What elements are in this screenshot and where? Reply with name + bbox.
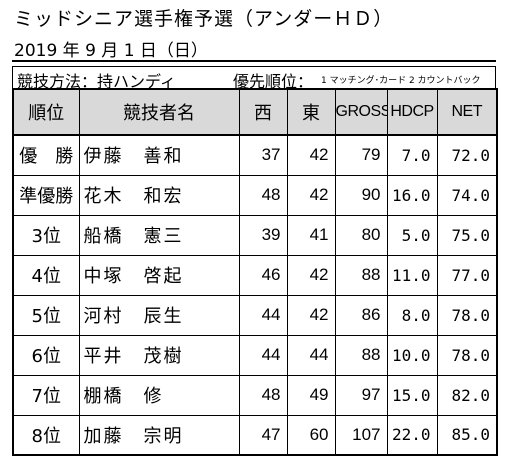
header-east: 東: [286, 88, 336, 136]
priority-label: 優先順位：: [233, 72, 314, 91]
date-row: 2019 年 9 月 1 日（日）: [12, 34, 496, 62]
cell-name: 花木 和宏: [78, 174, 240, 216]
cell-rank: 優 勝: [12, 134, 80, 176]
cell-west: 46: [238, 254, 288, 296]
cell-west: 48: [238, 174, 288, 216]
competition-method-bar: 競技方法：持ハンディ 優先順位： 1 マッチング･カード 2 カウントバック: [12, 66, 496, 91]
results-body: 優 勝伊藤 善和 37 42 79 7.0 72.0 準優勝 花木 和宏 48 42 90 16.0 7…: [12, 134, 498, 456]
cell-hdcp: 8.0: [386, 294, 438, 336]
header-name: 競技者名: [78, 88, 240, 136]
method-label: 競技方法：持ハンディ: [17, 72, 176, 91]
cell-hdcp: 16.0: [386, 174, 438, 216]
cell-gross: 88: [334, 334, 388, 376]
table-row: 3位 船橋 憲三 39 41 80 5.0 75.0: [12, 214, 498, 256]
table-row: 4位 中塚 啓起 46 42 88 11.0 77.0: [12, 254, 498, 296]
cell-net: 78.0: [436, 334, 498, 376]
cell-west: 44: [238, 294, 288, 336]
cell-net: 72.0: [436, 134, 498, 176]
cell-east: 42: [286, 294, 336, 336]
cell-net: 78.0: [436, 294, 498, 336]
cell-gross: 80: [334, 214, 388, 256]
cell-gross: 97: [334, 374, 388, 416]
cell-net: 77.0: [436, 254, 498, 296]
table-row: 5位 河村 辰生 44 42 86 8.0 78.0: [12, 294, 498, 336]
results-table: 順位 競技者名 西 東 GROSS HDCP NET 優 勝伊藤 善和 37 42 7…: [12, 88, 498, 456]
cell-east: 41: [286, 214, 336, 256]
cell-rank: 4位: [12, 254, 80, 296]
cell-net: 82.0: [436, 374, 498, 416]
cell-west: 44: [238, 334, 288, 376]
cell-east: 42: [286, 254, 336, 296]
table-row: 6位 平井 茂樹 44 44 88 10.0 78.0: [12, 334, 498, 376]
cell-hdcp: 15.0: [386, 374, 438, 416]
cell-name: 伊藤 善和: [78, 134, 240, 176]
cell-name: 棚橋 修: [78, 374, 240, 416]
cell-name: 平井 茂樹: [78, 334, 240, 376]
header-net: NET: [436, 88, 498, 136]
cell-name: 中塚 啓起: [78, 254, 240, 296]
cell-west: 37: [238, 134, 288, 176]
cell-name: 加藤 宗明: [78, 414, 240, 456]
header-west: 西: [238, 88, 288, 136]
cell-name: 船橋 憲三: [78, 214, 240, 256]
cell-gross: 88: [334, 254, 388, 296]
cell-hdcp: 10.0: [386, 334, 438, 376]
cell-west: 47: [238, 414, 288, 456]
cell-rank: 準優勝: [12, 174, 80, 216]
header-rank: 順位: [12, 88, 80, 136]
cell-west: 48: [238, 374, 288, 416]
table-row: 優 勝伊藤 善和 37 42 79 7.0 72.0: [12, 134, 498, 176]
cell-gross: 86: [334, 294, 388, 336]
cell-hdcp: 22.0: [386, 414, 438, 456]
cell-gross: 107: [334, 414, 388, 456]
cell-hdcp: 7.0: [386, 134, 438, 176]
cell-rank: 5位: [12, 294, 80, 336]
cell-east: 60: [286, 414, 336, 456]
header-hdcp: HDCP: [386, 88, 438, 136]
cell-east: 42: [286, 174, 336, 216]
cell-gross: 90: [334, 174, 388, 216]
cell-east: 42: [286, 134, 336, 176]
cell-rank: 6位: [12, 334, 80, 376]
cell-net: 75.0: [436, 214, 498, 256]
cell-gross: 79: [334, 134, 388, 176]
header-gross: GROSS: [334, 88, 388, 136]
cell-hdcp: 5.0: [386, 214, 438, 256]
table-row: 7位 棚橋 修 48 49 97 15.0 82.0: [12, 374, 498, 416]
cell-rank: 7位: [12, 374, 80, 416]
cell-net: 74.0: [436, 174, 498, 216]
cell-east: 44: [286, 334, 336, 376]
cell-east: 49: [286, 374, 336, 416]
table-row: 8位 加藤 宗明 47 60 107 22.0 85.0: [12, 414, 498, 456]
priority-value: 1 マッチング･カード 2 カウントバック: [321, 76, 481, 86]
cell-rank: 8位: [12, 414, 80, 456]
cell-hdcp: 11.0: [386, 254, 438, 296]
table-row: 準優勝 花木 和宏 48 42 90 16.0 74.0: [12, 174, 498, 216]
cell-name: 河村 辰生: [78, 294, 240, 336]
event-date: 2019 年 9 月 1 日（日）: [14, 41, 208, 61]
cell-rank: 3位: [12, 214, 80, 256]
cell-west: 39: [238, 214, 288, 256]
page-title: ミッドシニア選手権予選（アンダーＨＤ）: [14, 8, 394, 30]
cell-net: 85.0: [436, 414, 498, 456]
header-row: 順位 競技者名 西 東 GROSS HDCP NET: [12, 88, 498, 136]
